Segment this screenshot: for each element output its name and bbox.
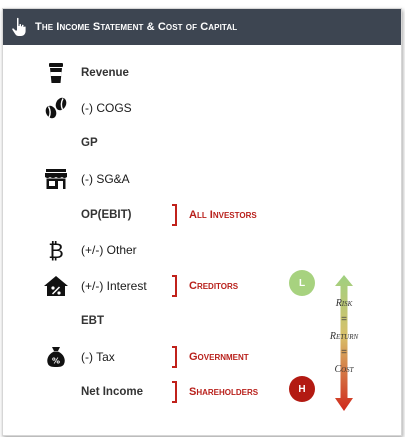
bracket-all-investors [172,204,177,226]
equals-sign-1: = [341,314,347,325]
row-label-tax: (-) Tax [81,350,115,364]
income-statement-card: The Income Statement & Cost of Capital R… [2,8,402,436]
return-label: Return [329,331,359,342]
party-shareholders: Shareholders [189,386,259,398]
page-title: The Income Statement & Cost of Capital [35,21,238,33]
high-risk-badge: H [289,376,315,402]
low-risk-badge: L [289,270,315,296]
party-government: Government [189,351,249,363]
bracket-creditors [172,275,177,297]
house-percent-icon [43,274,69,298]
row-label-ebit: OP(EBIT) [81,209,132,221]
risk-gradient-arrow [335,275,353,411]
row-label-ebt: EBT [81,315,104,327]
cup-icon [43,61,69,85]
money-bag-icon: % [43,345,69,369]
svg-text:%: % [52,357,60,366]
party-all-investors: All Investors [189,209,257,221]
header-bar: The Income Statement & Cost of Capital [3,9,401,45]
hand-pointer-icon [12,17,26,36]
row-label-revenue: Revenue [81,67,129,79]
row-label-gp: GP [81,137,98,149]
row-label-other: (+/-) Other [81,243,137,257]
party-creditors: Creditors [189,280,239,292]
coffee-beans-icon [43,96,69,120]
equals-sign-2: = [341,347,347,358]
bitcoin-icon: ₿ [43,238,69,262]
bracket-shareholders [172,381,177,403]
row-label-sga: (-) SG&A [81,172,130,186]
risk-label: Risk [335,298,353,309]
cost-label: Cost [334,364,354,375]
svg-text:₿: ₿ [48,239,64,262]
bracket-government [172,346,177,368]
row-label-net-income: Net Income [81,386,143,398]
row-label-cogs: (-) COGS [81,101,132,115]
row-label-interest: (+/-) Interest [81,279,147,293]
store-icon [43,167,69,191]
